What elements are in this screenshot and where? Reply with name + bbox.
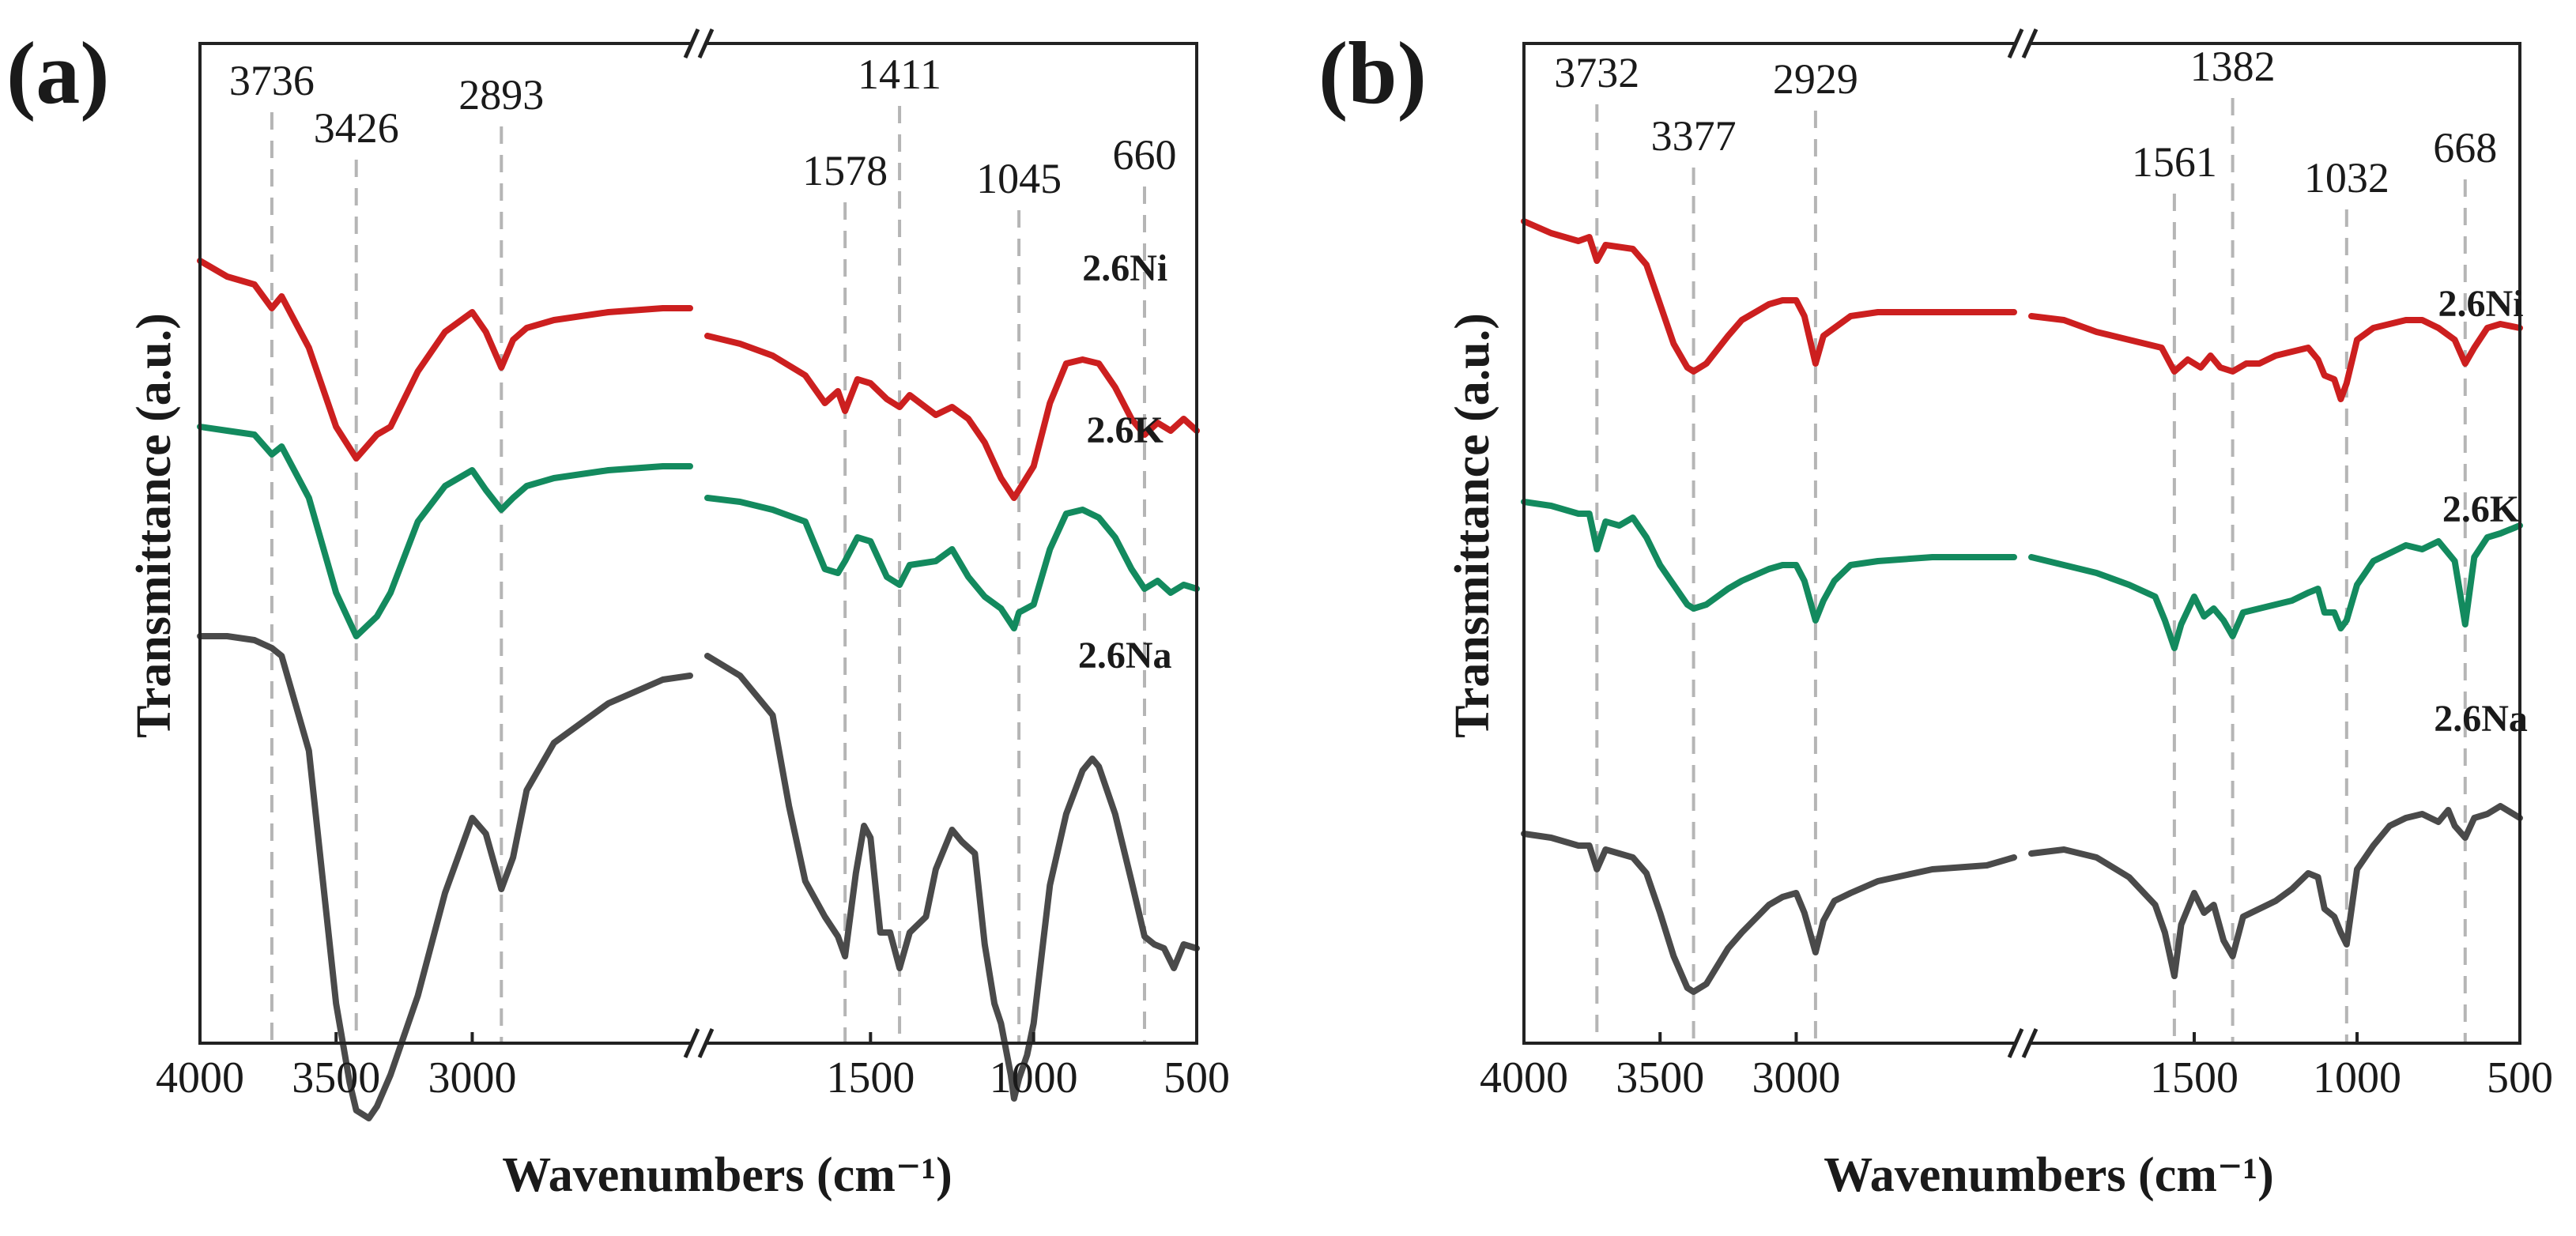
axis-break-mark xyxy=(2007,28,2024,59)
panel-a-spectra xyxy=(197,258,1200,1121)
panel-b: (b) Transmittance (a.u.) Wavenumbers (cm… xyxy=(1318,24,2553,1202)
x-tick-label: 1500 xyxy=(2150,1053,2238,1102)
peak-label: 2893 xyxy=(458,71,544,119)
panel-b-x-ticks: 4000 3500 3000 1500 1000 500 xyxy=(1480,1032,2553,1102)
series-line-2-6K-high xyxy=(1521,499,2017,624)
peak-label: 660 xyxy=(1112,131,1176,179)
peak-label: 1045 xyxy=(976,155,1062,202)
peak-label: 1382 xyxy=(2190,43,2276,90)
x-tick-label: 1000 xyxy=(990,1053,1078,1102)
axis-break-mark xyxy=(2021,1027,2039,1059)
axis-break-mark xyxy=(2007,1027,2024,1059)
panel-a-peak-guides xyxy=(270,106,1146,1043)
axis-break-mark xyxy=(683,1027,700,1059)
peak-label: 1032 xyxy=(2304,154,2389,202)
panel-b-y-axis-title: Transmittance (a.u.) xyxy=(1446,313,1499,738)
x-tick-label: 3500 xyxy=(292,1053,380,1102)
peak-label: 668 xyxy=(2433,124,2497,171)
panel-b-x-axis-title: Wavenumbers (cm⁻¹) xyxy=(1824,1148,2274,1202)
x-tick-label: 4000 xyxy=(156,1053,244,1102)
x-tick-label: 500 xyxy=(1164,1053,1230,1102)
legend-label: 2.6Ni xyxy=(1082,247,1167,289)
legend-label: 2.6Na xyxy=(1078,635,1172,676)
x-tick-label: 3000 xyxy=(1752,1053,1840,1102)
panel-a-x-axis-title: Wavenumbers (cm⁻¹) xyxy=(502,1148,952,1202)
axis-break-mark xyxy=(2021,28,2039,59)
panel-a: (a) Transmittance (a.u.) Wavenumbers (cm… xyxy=(6,24,1230,1202)
panel-a-legend-labels: 2.6Ni 2.6K 2.6Na xyxy=(1078,247,1172,676)
panel-b-spectra xyxy=(1521,218,2523,995)
x-tick-label: 1500 xyxy=(826,1053,915,1102)
legend-label: 2.6Na xyxy=(2434,698,2528,740)
series-line-2-6Na-low xyxy=(2028,803,2523,979)
series-line-2-6K-low xyxy=(2028,522,2523,651)
x-tick-label: 500 xyxy=(2487,1053,2553,1102)
series-line-2-6Ni-low xyxy=(2028,313,2523,402)
series-line-2-6Na-high xyxy=(1521,831,2017,995)
x-tick-label: 3000 xyxy=(428,1053,516,1102)
legend-label: 2.6Ni xyxy=(2438,283,2524,325)
panel-b-axis-break xyxy=(2007,28,2039,1059)
peak-label: 3732 xyxy=(1554,49,1639,96)
axis-break-mark xyxy=(697,1027,715,1059)
series-line-2-6K-low xyxy=(704,495,1200,631)
panel-b-peak-guides xyxy=(1595,98,2467,1043)
series-line-2-6Ni-high xyxy=(197,258,693,462)
panel-b-peak-labels: 3732 3377 2929 1561 1382 1032 668 xyxy=(1554,43,2497,202)
peak-label: 1411 xyxy=(858,51,941,98)
legend-label: 2.6K xyxy=(2442,488,2519,530)
peak-label: 1561 xyxy=(2132,138,2217,186)
x-tick-label: 3500 xyxy=(1616,1053,1704,1102)
series-line-2-6K-high xyxy=(197,424,693,639)
axis-break-mark xyxy=(697,28,715,59)
peak-label: 3426 xyxy=(314,104,399,152)
panel-a-y-axis-title: Transmittance (a.u.) xyxy=(127,313,181,738)
peak-label: 2929 xyxy=(1773,55,1858,103)
peak-label: 3736 xyxy=(229,57,315,104)
axis-break-mark xyxy=(683,28,700,59)
x-tick-label: 1000 xyxy=(2313,1053,2401,1102)
panel-b-legend-labels: 2.6Ni 2.6K 2.6Na xyxy=(2434,283,2528,740)
series-line-2-6Ni-low xyxy=(704,333,1200,501)
series-line-2-6Na-low xyxy=(704,653,1200,1102)
x-tick-label: 4000 xyxy=(1480,1053,1568,1102)
panel-a-letter: (a) xyxy=(6,24,110,122)
series-line-2-6Na-high xyxy=(197,633,693,1121)
panel-a-axis-break xyxy=(683,28,715,1059)
panel-a-x-ticks: 4000 3500 3000 1500 1000 500 xyxy=(156,1032,1230,1102)
panel-b-letter: (b) xyxy=(1318,24,1427,122)
series-line-2-6Ni-high xyxy=(1521,218,2017,375)
peak-label: 3377 xyxy=(1651,112,1737,160)
peak-label: 1578 xyxy=(802,147,888,194)
legend-label: 2.6K xyxy=(1087,409,1164,451)
